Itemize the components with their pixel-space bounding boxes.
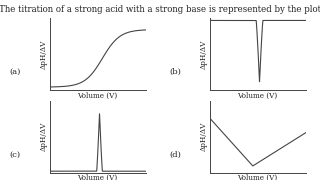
Y-axis label: ΔpH/ΔV: ΔpH/ΔV xyxy=(40,122,48,152)
Text: (d): (d) xyxy=(170,151,181,159)
Y-axis label: ΔpH/ΔV: ΔpH/ΔV xyxy=(200,122,208,152)
X-axis label: Volume (V): Volume (V) xyxy=(77,91,118,99)
Text: (a): (a) xyxy=(10,68,21,76)
Y-axis label: ΔpH/ΔV: ΔpH/ΔV xyxy=(40,39,48,69)
X-axis label: Volume (V): Volume (V) xyxy=(237,174,278,180)
Text: The titration of a strong acid with a strong base is represented by the plot: The titration of a strong acid with a st… xyxy=(0,5,320,14)
Y-axis label: ΔpH/ΔV: ΔpH/ΔV xyxy=(200,39,208,69)
Text: (c): (c) xyxy=(10,151,21,159)
X-axis label: Volume (V): Volume (V) xyxy=(77,174,118,180)
X-axis label: Volume (V): Volume (V) xyxy=(237,91,278,99)
Text: (b): (b) xyxy=(170,68,181,76)
